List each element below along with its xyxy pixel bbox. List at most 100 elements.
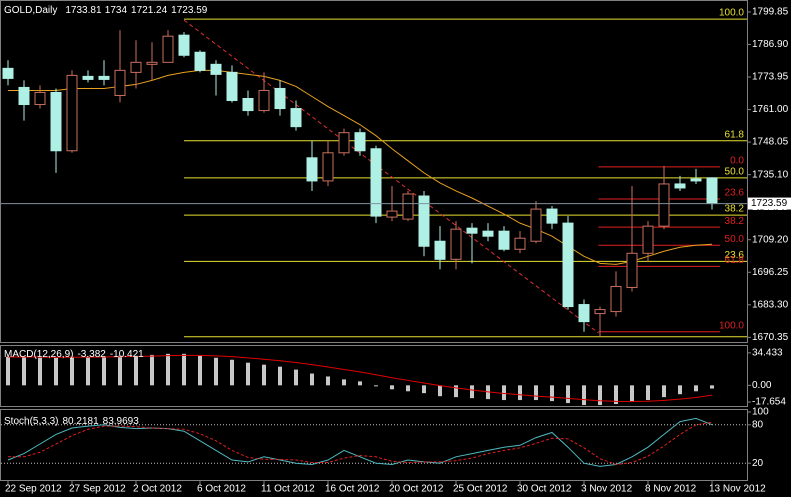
y-tick-label: 0.00 xyxy=(752,380,772,391)
y-tick-label: 1748.05 xyxy=(752,137,789,148)
low-value: 1721.24 xyxy=(131,5,168,16)
indicator-name: MACD(12,26,9) xyxy=(4,349,73,360)
macd-panel xyxy=(0,345,748,407)
macd-bar xyxy=(214,357,218,386)
macd-bar xyxy=(662,385,666,398)
y-tick-label: 1709.20 xyxy=(752,234,789,245)
x-tick-label: 6 Oct 2012 xyxy=(197,484,246,495)
macd-bar xyxy=(246,362,250,386)
candle-body xyxy=(562,222,574,308)
stoch-signal xyxy=(8,421,713,465)
macd-bar xyxy=(182,353,186,386)
x-tick-label: 8 Nov 2012 xyxy=(645,484,697,495)
indicator-name: Stoch(5,3,3) xyxy=(4,416,58,427)
x-tick-label: 11 Oct 2012 xyxy=(261,484,315,495)
candle-body xyxy=(114,69,126,96)
macd-title: MACD(12,26,9) -3.382 -10.421 xyxy=(4,349,144,360)
candle-body xyxy=(546,208,558,224)
macd-bar xyxy=(102,356,106,386)
x-tick-label: 27 Sep 2012 xyxy=(69,484,126,495)
candle-body xyxy=(226,71,238,102)
signal-value: 83.9693 xyxy=(103,416,140,427)
fib-label: 38.2 xyxy=(725,216,745,227)
y-tick-label: 1799.85 xyxy=(752,7,789,18)
x-tick-label: 20 Oct 2012 xyxy=(389,484,444,495)
candle-body xyxy=(162,35,174,63)
x-tick-label: 13 Nov 2012 xyxy=(709,484,766,495)
y-tick-label: 100 xyxy=(752,407,769,418)
y-tick-label: 1735.10 xyxy=(752,169,789,180)
y-tick-label: 1696.25 xyxy=(752,267,789,278)
candle-body xyxy=(610,285,622,313)
macd-bar xyxy=(598,385,602,406)
stoch-main xyxy=(7,417,713,467)
stoch-panel xyxy=(0,409,748,481)
macd-bar xyxy=(358,381,362,386)
candle-body xyxy=(338,132,350,154)
y-tick-label: 1683.30 xyxy=(752,299,789,310)
candle-body xyxy=(50,91,62,152)
candle-body xyxy=(658,183,670,227)
fib-label: 23.6 xyxy=(725,188,745,199)
candle-body xyxy=(450,228,462,260)
fib-label: 50.0 xyxy=(725,167,745,178)
macd-bar xyxy=(150,354,154,386)
candle-body xyxy=(66,74,78,152)
candle-body xyxy=(2,67,14,79)
candle-body xyxy=(98,75,110,80)
candle-body xyxy=(482,230,494,237)
macd-value: -3.382 xyxy=(77,349,106,360)
candle-body xyxy=(242,98,254,112)
macd-bar xyxy=(342,379,346,386)
x-tick-label: 25 Oct 2012 xyxy=(453,484,508,495)
price-label: 1723.59 xyxy=(751,198,788,209)
y-tick-label: 1773.95 xyxy=(752,72,789,83)
y-tick-label: 1670.35 xyxy=(752,332,789,343)
macd-bar xyxy=(262,364,266,386)
y-tick-label: 34.433 xyxy=(752,347,783,358)
candle-body xyxy=(306,157,318,182)
candle-body xyxy=(690,178,702,182)
fib-label: 38.2 xyxy=(725,204,745,215)
fib-label: 50.0 xyxy=(725,234,745,245)
macd-bar xyxy=(614,385,618,405)
macd-bar xyxy=(678,385,682,395)
macd-bar xyxy=(438,385,442,397)
macd-bar xyxy=(502,385,506,401)
price-label-box xyxy=(748,197,791,210)
candle-body xyxy=(418,195,430,247)
macd-bar xyxy=(694,385,698,392)
macd-bar xyxy=(454,385,458,398)
macd-bar xyxy=(406,385,410,392)
candle-body xyxy=(514,237,526,250)
macd-bar xyxy=(550,385,554,402)
macd-bar xyxy=(134,355,138,386)
candle-body xyxy=(146,61,158,65)
fib-label: 23.6 xyxy=(725,250,745,261)
macd-bar xyxy=(86,356,90,386)
candle-body xyxy=(322,152,334,182)
macd-bar xyxy=(374,385,378,387)
macd-bar xyxy=(22,356,26,386)
x-tick-label: 3 Nov 2012 xyxy=(581,484,633,495)
x-tick-label: 16 Oct 2012 xyxy=(325,484,380,495)
fib-label: 0.0 xyxy=(730,155,744,166)
main-panel xyxy=(0,0,748,343)
macd-bar xyxy=(470,385,474,399)
open-value: 1733.81 xyxy=(65,5,102,16)
macd-bar xyxy=(534,385,538,401)
panel-frames xyxy=(0,0,748,481)
candle-body xyxy=(290,108,302,128)
macd-bar xyxy=(422,385,426,394)
high-value: 1734 xyxy=(105,5,128,16)
macd-bar xyxy=(118,355,122,386)
candle-body xyxy=(642,225,654,254)
y-tick-label: 1786.90 xyxy=(752,39,789,50)
candle-body xyxy=(674,183,686,189)
y-tick-label: 20 xyxy=(752,458,764,469)
macd-bar xyxy=(326,376,330,386)
macd-bar xyxy=(710,385,714,389)
stoch-title: Stoch(5,3,3) 80.2181 83.9693 xyxy=(4,416,139,427)
